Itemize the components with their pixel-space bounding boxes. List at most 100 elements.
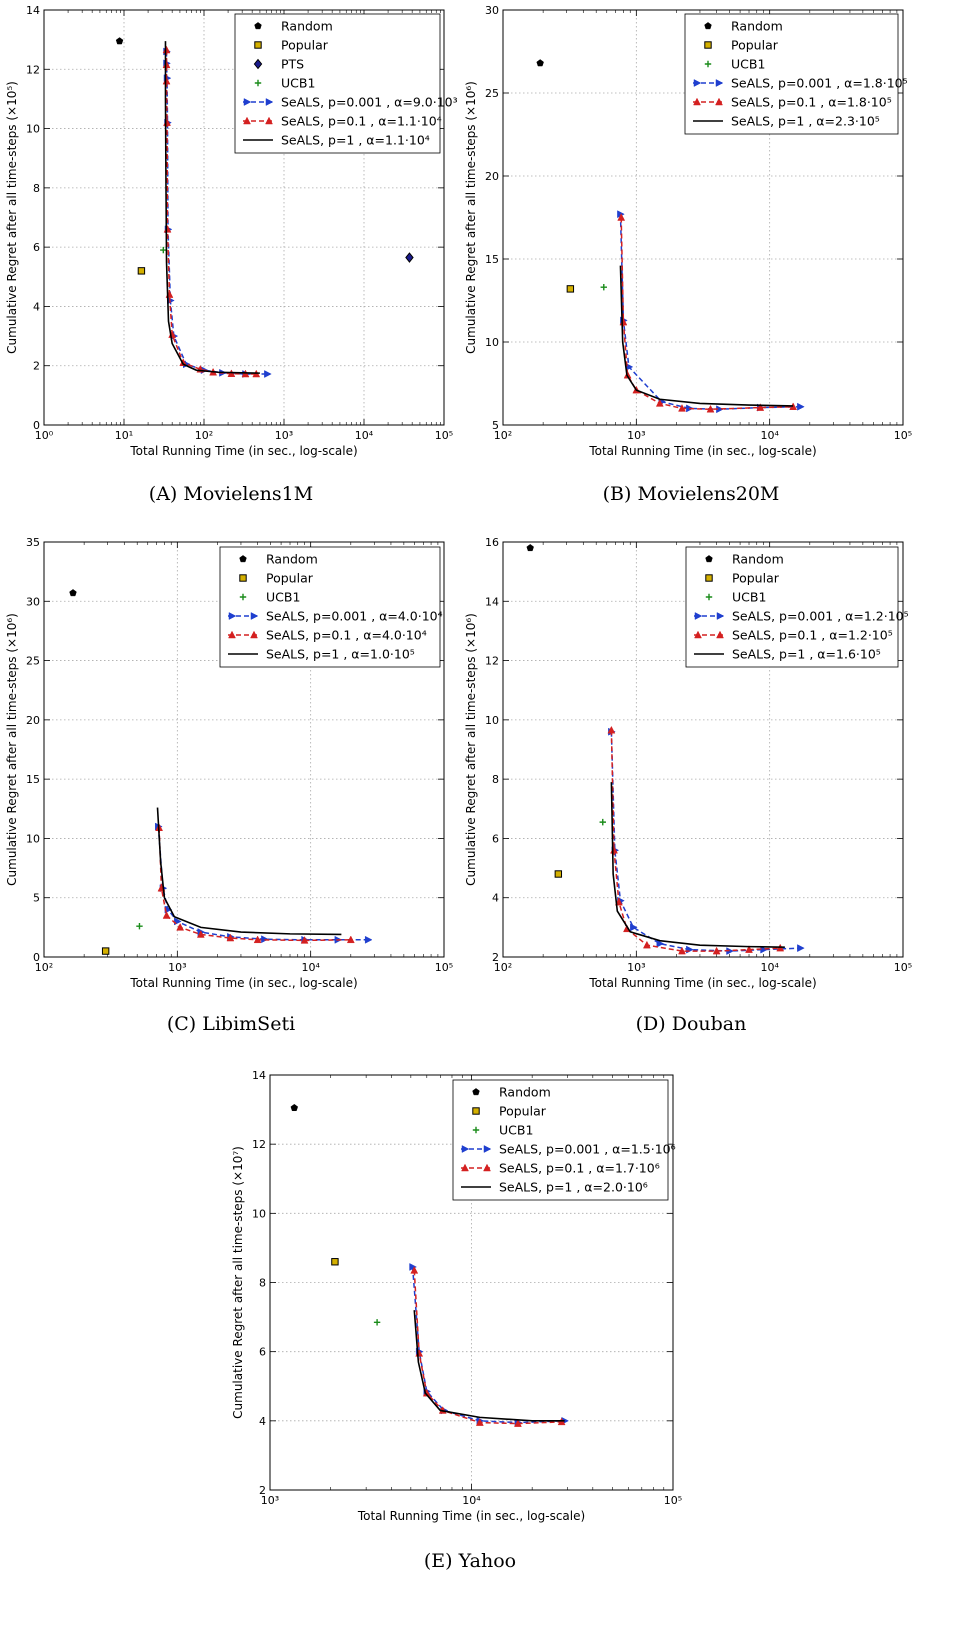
data-point-marker xyxy=(678,946,686,955)
legend: Random Popular UCB1 SeALS, p=0.001 , α=1.5·… xyxy=(452,1079,676,1201)
series-1 xyxy=(69,589,77,597)
chart-4: 10² 10³ 10⁴ 10⁵ 2 4 6 8 10 12 14 16 Total Running Ti… xyxy=(464,536,912,1035)
legend-label: SeALS, p=0.1 , α=1.7·10⁶ xyxy=(499,1161,660,1176)
data-point-marker xyxy=(630,923,638,932)
data-point-marker xyxy=(617,213,626,221)
series-1 xyxy=(536,59,544,67)
legend-label: Popular xyxy=(731,38,779,53)
plot-frame xyxy=(269,1074,674,1491)
series-line xyxy=(413,1270,562,1425)
plot-frame xyxy=(43,541,445,958)
chart-5: 10³ 10⁴ 10⁵ 2 4 6 8 10 12 14 Total Running Time (i… xyxy=(231,1069,682,1572)
y-tick-label: 20 xyxy=(485,170,499,183)
legend-label: SeALS, p=0.1 , α=1.2·10⁵ xyxy=(732,628,893,643)
subfigure-caption: (A) Movielens1M xyxy=(149,483,313,505)
data-point-marker xyxy=(253,935,262,944)
legend-marker xyxy=(483,1145,492,1153)
legend-marker xyxy=(705,574,713,582)
legend-marker xyxy=(243,98,252,106)
data-point-marker xyxy=(101,947,110,955)
y-tick-label: 4 xyxy=(33,300,40,313)
legend-label: SeALS, p=1 , α=1.0·10⁵ xyxy=(266,647,415,662)
series-4 xyxy=(617,210,805,414)
legend-label: Popular xyxy=(281,38,329,53)
legend-marker xyxy=(265,98,274,106)
data-point-marker xyxy=(300,936,309,944)
y-tick-label: 30 xyxy=(485,4,499,17)
legend-marker xyxy=(693,79,702,87)
x-tick-label: 10⁴ xyxy=(462,1494,481,1507)
legend: Random Popular UCB1 SeALS, p=0.001 , α=1.2·… xyxy=(685,546,909,668)
legend-marker xyxy=(253,58,263,70)
y-tick-label: 2 xyxy=(33,360,40,373)
data-point-marker xyxy=(290,1103,299,1112)
legend-label: SeALS, p=1 , α=1.1·10⁴ xyxy=(281,133,430,148)
plot-frame xyxy=(502,9,904,426)
legend-marker xyxy=(694,612,703,620)
series-2 xyxy=(137,267,146,275)
data-point-marker xyxy=(599,818,606,826)
legend-marker xyxy=(715,97,723,106)
x-tick-label: 10⁴ xyxy=(760,961,779,974)
legend-marker xyxy=(694,630,702,639)
data-point-marker xyxy=(600,284,607,291)
data-point-marker xyxy=(373,1319,381,1326)
data-point-marker xyxy=(686,945,694,954)
x-axis-label: Total Running Time (in sec., log-scale) xyxy=(588,976,816,990)
subfigure-caption: (C) LibimSeti xyxy=(167,1013,295,1035)
data-point-marker xyxy=(405,252,414,263)
series-6 xyxy=(156,807,342,936)
series-line xyxy=(610,782,785,949)
data-point-marker xyxy=(69,589,77,597)
x-tick-label: 10¹ xyxy=(115,429,133,442)
legend-marker xyxy=(254,41,262,49)
x-tick-label: 10² xyxy=(494,961,512,974)
series-line xyxy=(411,1266,565,1424)
y-tick-label: 8 xyxy=(33,182,40,195)
y-tick-label: 12 xyxy=(26,63,40,76)
y-tick-label: 16 xyxy=(485,536,499,549)
data-point-marker xyxy=(115,37,124,45)
legend-label: SeALS, p=1 , α=2.0·10⁶ xyxy=(499,1180,648,1195)
series-6 xyxy=(610,782,785,949)
y-tick-label: 15 xyxy=(26,773,40,786)
legend-marker xyxy=(250,630,258,639)
data-point-marker xyxy=(536,59,544,67)
legend-label: Random xyxy=(732,552,784,567)
y-axis-label: Cumulative Regret after all time-steps (… xyxy=(5,613,19,886)
series-4 xyxy=(608,727,805,955)
subfigure-caption: (D) Douban xyxy=(636,1013,747,1035)
legend-marker xyxy=(250,612,259,620)
y-tick-label: 2 xyxy=(492,951,499,964)
legend-box xyxy=(685,546,899,668)
legend-marker xyxy=(228,612,237,620)
y-tick-label: 12 xyxy=(485,655,499,668)
chart-1: 10⁰ 10¹ 10² 10³ 10⁴ 10⁵ 0 2 4 6 8 10 12 14 Total Runni… xyxy=(5,4,458,505)
series-5 xyxy=(607,725,785,955)
y-tick-label: 2 xyxy=(259,1484,266,1497)
subfigure-caption: (E) Yahoo xyxy=(424,1550,516,1572)
legend-marker xyxy=(483,1163,491,1172)
y-tick-label: 8 xyxy=(492,773,499,786)
y-tick-label: 25 xyxy=(26,655,40,668)
legend-label: UCB1 xyxy=(281,76,315,91)
legend: Random Popular UCB1 SeALS, p=0.001 , α=4.0·… xyxy=(219,546,443,668)
legend-label: SeALS, p=0.001 , α=9.0·10³ xyxy=(281,95,458,110)
y-tick-label: 10 xyxy=(485,714,499,727)
data-point-marker xyxy=(566,285,575,293)
series-2 xyxy=(554,870,563,878)
legend-label: SeALS, p=0.1 , α=1.8·10⁵ xyxy=(731,95,892,110)
y-tick-label: 10 xyxy=(485,336,499,349)
x-tick-label: 10⁵ xyxy=(664,1494,682,1507)
legend-label: UCB1 xyxy=(731,57,765,72)
legend-label: SeALS, p=0.001 , α=4.0·10⁴ xyxy=(266,609,443,624)
y-tick-label: 15 xyxy=(485,253,499,266)
legend-box xyxy=(234,13,441,154)
y-tick-label: 25 xyxy=(485,87,499,100)
series-3 xyxy=(136,922,143,930)
x-tick-label: 10³ xyxy=(627,429,645,442)
x-axis-label: Total Running Time (in sec., log-scale) xyxy=(129,976,357,990)
series-line xyxy=(156,807,342,936)
legend-marker xyxy=(461,1163,469,1172)
y-tick-label: 30 xyxy=(26,595,40,608)
